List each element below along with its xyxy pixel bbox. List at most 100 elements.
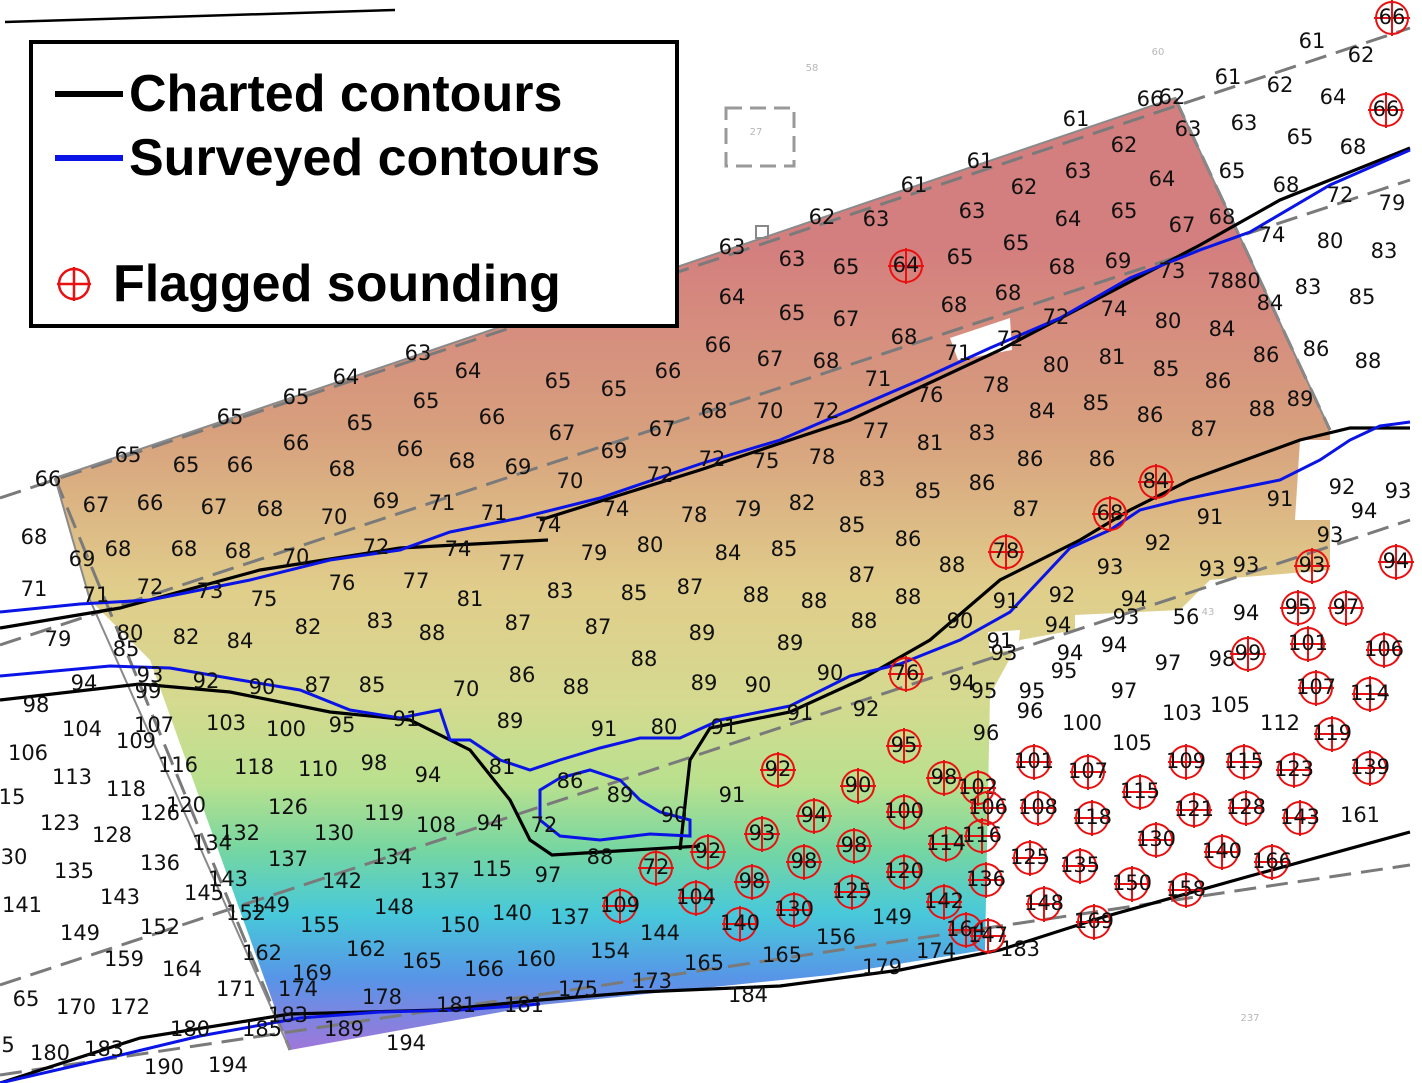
depth-sounding: 67 <box>201 495 228 519</box>
depth-sounding: 183 <box>84 1037 124 1061</box>
flagged-sounding[interactable]: 101 <box>1014 744 1054 780</box>
flagged-sounding[interactable]: 107 <box>1296 670 1336 706</box>
depth-sounding: 7880 <box>1207 269 1260 293</box>
flagged-sounding[interactable]: 72 <box>638 850 674 886</box>
flagged-sounding-value: 99 <box>1235 641 1262 665</box>
flagged-sounding[interactable]: 121 <box>1174 792 1214 828</box>
flagged-sounding[interactable]: 115 <box>1120 774 1160 810</box>
flagged-sounding[interactable]: 158 <box>1166 872 1206 908</box>
flagged-sounding[interactable]: 115 <box>1224 744 1264 780</box>
flagged-sounding[interactable]: 135 <box>1060 848 1100 884</box>
flagged-sounding[interactable]: 114 <box>926 826 966 862</box>
depth-sounding: 65 <box>217 405 244 429</box>
flagged-sounding[interactable]: 108 <box>1018 790 1058 826</box>
depth-sounding: 79 <box>45 627 72 651</box>
depth-sounding: 80 <box>651 715 678 739</box>
flagged-sounding[interactable]: 143 <box>1280 800 1320 836</box>
flagged-sounding[interactable]: 99 <box>1230 636 1266 672</box>
flagged-sounding[interactable]: 119 <box>1312 716 1352 752</box>
flagged-sounding[interactable]: 106 <box>1364 632 1404 668</box>
flagged-sounding[interactable]: 116 <box>962 818 1002 854</box>
flagged-sounding[interactable]: 66 <box>1368 92 1404 128</box>
flagged-sounding[interactable]: 142 <box>924 884 964 920</box>
flagged-sounding[interactable]: 93 <box>1294 548 1330 584</box>
flagged-sounding-value: 92 <box>765 757 792 781</box>
depth-sounding: 85 <box>1083 391 1110 415</box>
flagged-sounding-value: 148 <box>1024 891 1064 915</box>
flagged-sounding[interactable]: 93 <box>744 816 780 852</box>
flagged-sounding[interactable]: 125 <box>832 874 872 910</box>
depth-sounding: 65 <box>601 377 628 401</box>
flagged-sounding[interactable]: 106 <box>968 790 1008 826</box>
flagged-sounding[interactable]: 92 <box>690 834 726 870</box>
flagged-sounding[interactable]: 148 <box>1024 886 1064 922</box>
flagged-sounding[interactable]: 78 <box>988 534 1024 570</box>
flagged-sounding[interactable]: 120 <box>884 854 924 890</box>
flagged-sounding[interactable]: 98 <box>926 760 962 796</box>
flagged-sounding[interactable]: 98 <box>836 828 872 864</box>
flagged-sounding[interactable]: 107 <box>1068 754 1108 790</box>
flagged-sounding[interactable]: 166 <box>1252 844 1292 880</box>
depth-sounding: 165 <box>684 951 724 975</box>
flagged-sounding[interactable]: 109 <box>600 888 640 924</box>
flagged-sounding[interactable]: 94 <box>1378 544 1414 580</box>
flagged-sounding[interactable]: 136 <box>966 862 1006 898</box>
flagged-sounding[interactable]: 147 <box>968 918 1008 954</box>
flagged-sounding[interactable]: 114 <box>1350 676 1390 712</box>
depth-sounding: 63 <box>405 341 432 365</box>
flagged-sounding[interactable]: 169 <box>1074 904 1114 940</box>
depth-sounding: 82 <box>295 615 322 639</box>
flagged-sounding[interactable]: 84 <box>1138 464 1174 500</box>
flagged-sounding[interactable]: 95 <box>1280 590 1316 626</box>
flagged-sounding-value: 94 <box>801 803 828 827</box>
flagged-sounding[interactable]: 100 <box>884 794 924 830</box>
flagged-sounding[interactable]: 109 <box>1166 744 1206 780</box>
flagged-sounding[interactable]: 64 <box>888 248 924 284</box>
flagged-sounding[interactable]: 150 <box>1112 866 1152 902</box>
flagged-sounding[interactable]: 128 <box>1226 790 1266 826</box>
depth-sounding: 85 <box>113 637 140 661</box>
flagged-sounding[interactable]: 139 <box>1350 750 1390 786</box>
depth-sounding: 65 <box>283 385 310 409</box>
flagged-sounding-value: 76 <box>893 661 920 685</box>
flagged-sounding[interactable]: 98 <box>734 864 770 900</box>
flagged-sounding[interactable]: 130 <box>1136 822 1176 858</box>
depth-sounding: 178 <box>362 985 402 1009</box>
depth-sounding: 85 <box>839 513 866 537</box>
flagged-sounding[interactable]: 104 <box>676 880 716 916</box>
flagged-sounding[interactable]: 123 <box>1274 752 1314 788</box>
depth-sounding: 141 <box>2 893 42 917</box>
flagged-sounding[interactable]: 118 <box>1072 800 1112 836</box>
flagged-sounding[interactable]: 94 <box>796 798 832 834</box>
depth-sounding: 93 <box>1097 555 1124 579</box>
depth-sounding: 77 <box>863 419 890 443</box>
flagged-sounding[interactable]: 66 <box>1374 0 1410 36</box>
depth-sounding: 66 <box>283 431 310 455</box>
flagged-sounding[interactable]: 68 <box>1092 496 1128 532</box>
depth-sounding: 73 <box>1159 259 1186 283</box>
flagged-sounding[interactable]: 92 <box>760 752 796 788</box>
flagged-sounding[interactable]: 125 <box>1010 840 1050 876</box>
flagged-sounding[interactable]: 101 <box>1288 626 1328 662</box>
flagged-sounding[interactable]: 97 <box>1328 590 1364 626</box>
depth-sounding: 71 <box>429 491 456 515</box>
flagged-sounding-value: 128 <box>1226 795 1266 819</box>
flagged-sounding-value: 116 <box>962 823 1002 847</box>
depth-sounding: 84 <box>1029 399 1056 423</box>
depth-sounding: 92 <box>853 697 880 721</box>
depth-sounding: 134 <box>372 845 412 869</box>
depth-sounding: 65 <box>13 987 40 1011</box>
flagged-sounding[interactable]: 98 <box>786 844 822 880</box>
flagged-sounding[interactable]: 76 <box>888 656 924 692</box>
depth-sounding: 155 <box>300 913 340 937</box>
flagged-sounding[interactable]: 140 <box>1202 834 1242 870</box>
depth-sounding: 63 <box>779 247 806 271</box>
flagged-sounding[interactable]: 95 <box>886 728 922 764</box>
flagged-sounding[interactable]: 140 <box>720 906 760 942</box>
depth-sounding: 160 <box>516 947 556 971</box>
flagged-sounding[interactable]: 130 <box>774 892 814 928</box>
depth-sounding: 91 <box>711 715 738 739</box>
flagged-sounding[interactable]: 90 <box>840 768 876 804</box>
depth-sounding: 85 <box>621 581 648 605</box>
